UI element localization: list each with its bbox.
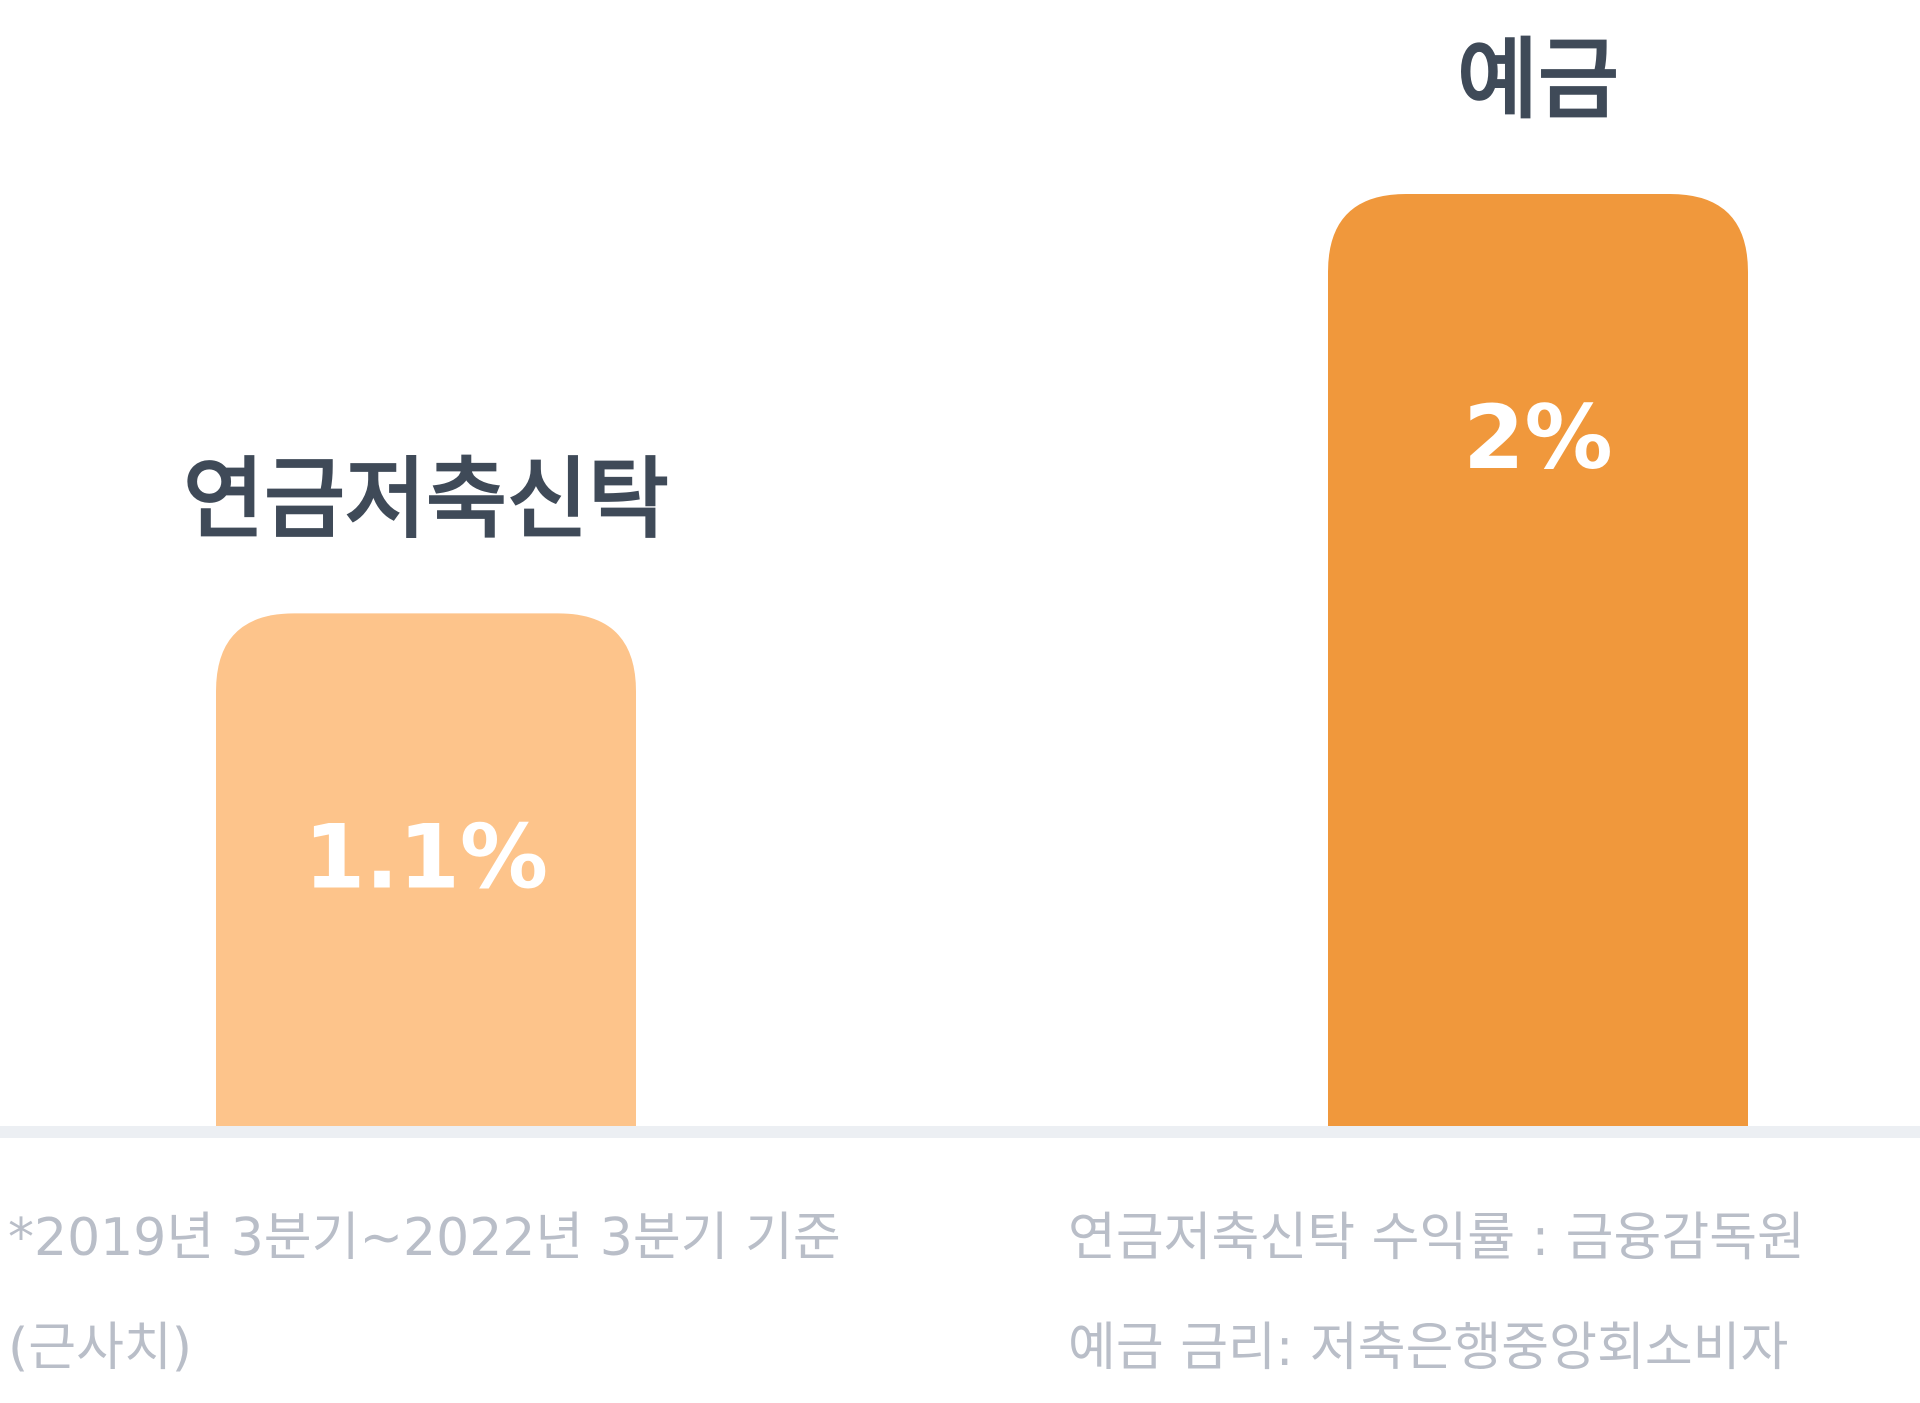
category-label-2: 예금 <box>1457 28 1619 131</box>
footnote-sources: 연금저축신탁 수익률 : 금융감독원 예금 금리: 저축은행중앙회소비자 <box>1068 1183 1805 1403</box>
bar-1 <box>216 613 636 1126</box>
footnote-source-pension: 연금저축신탁 수익률 : 금융감독원 <box>1068 1208 1805 1268</box>
footnote-source-deposit: 예금 금리: 저축은행중앙회소비자 <box>1068 1318 1789 1378</box>
footnote-period-line-2: (근사치) <box>8 1318 193 1378</box>
value-label-2: 2% <box>1463 386 1612 489</box>
category-label-1: 연금저축신탁 <box>183 447 669 550</box>
bar-chart: 연금저축신탁 1.1% 예금 2% <box>0 28 1920 1138</box>
bar-2 <box>1328 194 1748 1126</box>
footnote-period: *2019년 3분기~2022년 3분기 기준 (근사치) <box>8 1183 841 1403</box>
value-label-1: 1.1% <box>304 805 548 908</box>
footnote-period-line-1: *2019년 3분기~2022년 3분기 기준 <box>8 1208 841 1268</box>
